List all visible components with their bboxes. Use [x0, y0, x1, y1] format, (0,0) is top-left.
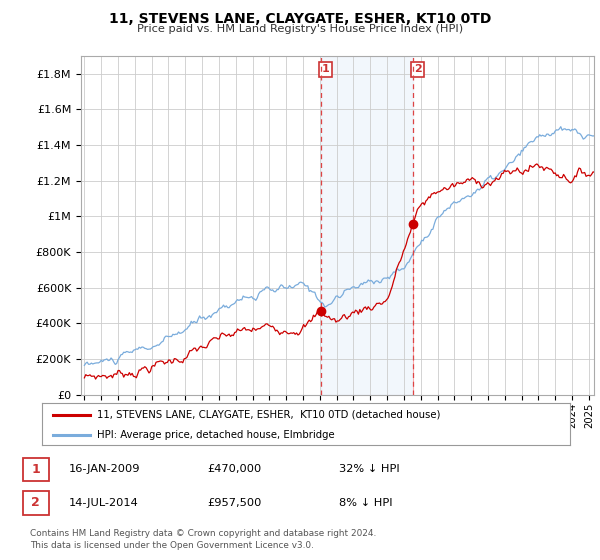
Text: Contains HM Land Registry data © Crown copyright and database right 2024.: Contains HM Land Registry data © Crown c…: [30, 529, 376, 538]
Text: 2: 2: [414, 64, 422, 74]
Text: HPI: Average price, detached house, Elmbridge: HPI: Average price, detached house, Elmb…: [97, 430, 335, 440]
Text: 2: 2: [31, 496, 40, 510]
Text: 11, STEVENS LANE, CLAYGATE, ESHER,  KT10 0TD (detached house): 11, STEVENS LANE, CLAYGATE, ESHER, KT10 …: [97, 410, 441, 420]
Bar: [320, 56, 413, 395]
Text: 32% ↓ HPI: 32% ↓ HPI: [339, 464, 400, 474]
Text: 11, STEVENS LANE, CLAYGATE, ESHER, KT10 0TD: 11, STEVENS LANE, CLAYGATE, ESHER, KT10 …: [109, 12, 491, 26]
Text: £470,000: £470,000: [207, 464, 261, 474]
Text: This data is licensed under the Open Government Licence v3.0.: This data is licensed under the Open Gov…: [30, 542, 314, 550]
Text: 16-JAN-2009: 16-JAN-2009: [69, 464, 140, 474]
Text: 1: 1: [31, 463, 40, 476]
Text: 14-JUL-2014: 14-JUL-2014: [69, 498, 139, 508]
Text: 8% ↓ HPI: 8% ↓ HPI: [339, 498, 392, 508]
Text: 1: 1: [322, 64, 329, 74]
Text: Price paid vs. HM Land Registry's House Price Index (HPI): Price paid vs. HM Land Registry's House …: [137, 24, 463, 34]
Text: £957,500: £957,500: [207, 498, 262, 508]
